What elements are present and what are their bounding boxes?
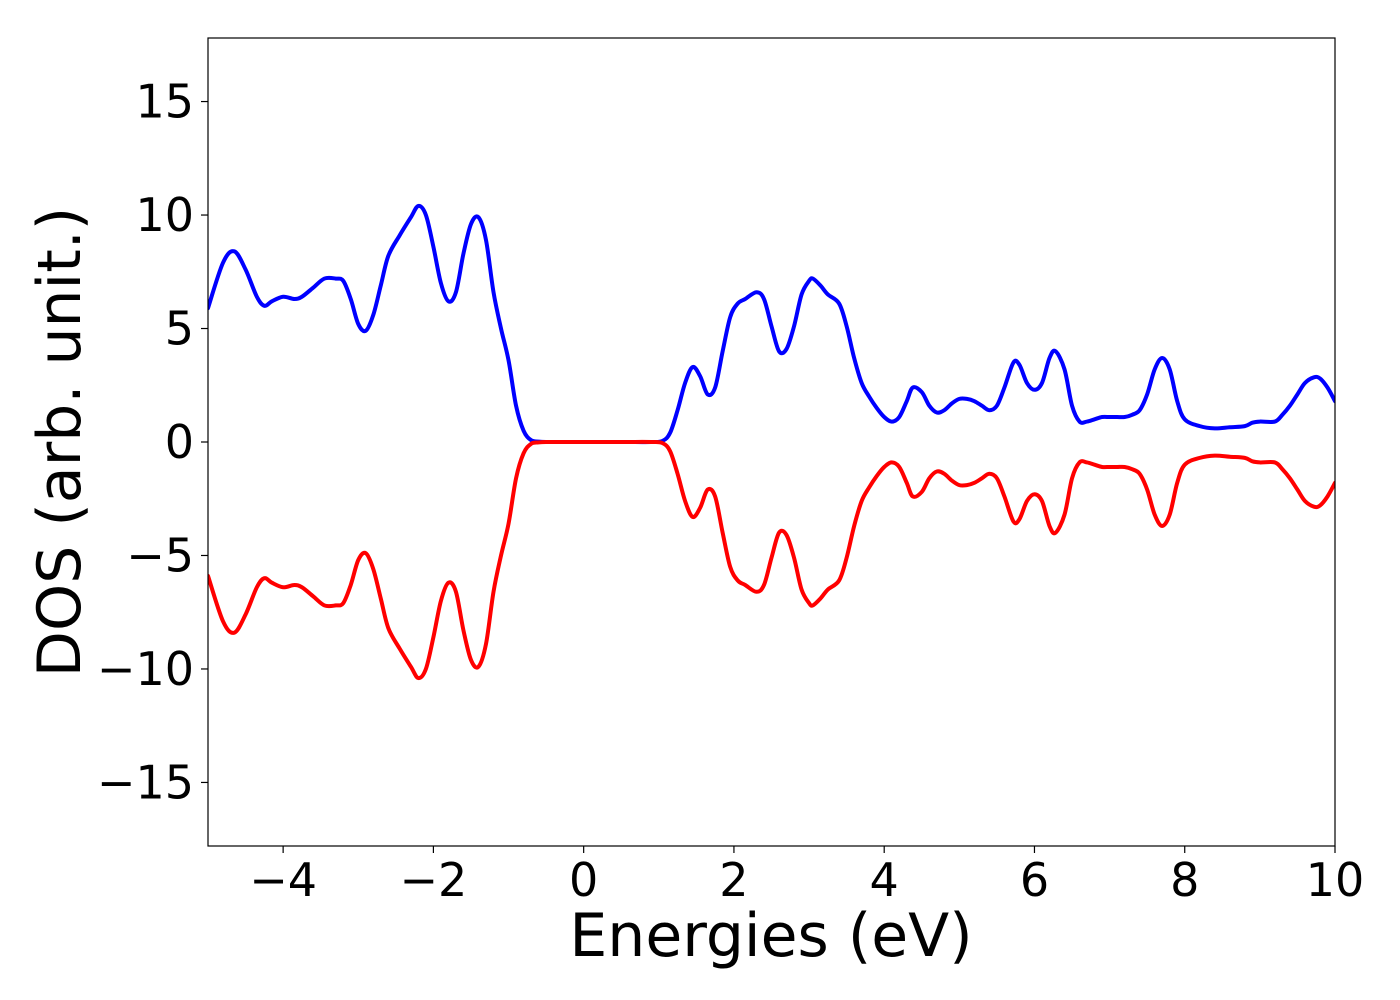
series-line-blue: [208, 203, 1335, 445]
y-tick-label: −15: [97, 755, 194, 809]
y-axis-title: DOS (arb. unit.): [25, 207, 95, 677]
plot-frame: [207, 37, 1336, 847]
y-tick-label: 10: [135, 188, 194, 242]
y-tick-label: −5: [126, 528, 194, 582]
x-axis-title: Energies (eV): [569, 901, 972, 971]
x-tick-label: 4: [870, 853, 899, 907]
y-tick-label: 5: [165, 302, 194, 356]
x-tick-label: −4: [249, 853, 317, 907]
ticks-layer: −4 −2 0 2 4 6 8 10 15 10 5 0 −5 −10 −15: [97, 75, 1364, 907]
x-tick-label: 10: [1306, 853, 1365, 907]
x-tick-label: 2: [719, 853, 748, 907]
y-tick-label: 0: [165, 415, 194, 469]
y-tick-label: −10: [97, 642, 194, 696]
x-tick-label: −2: [399, 853, 467, 907]
x-tick-label: 6: [1020, 853, 1049, 907]
y-tick-label: 15: [135, 75, 194, 129]
x-tick-label: 0: [569, 853, 598, 907]
series-line-red: [208, 439, 1335, 681]
series-layer: [208, 203, 1335, 681]
x-tick-label: 8: [1170, 853, 1199, 907]
